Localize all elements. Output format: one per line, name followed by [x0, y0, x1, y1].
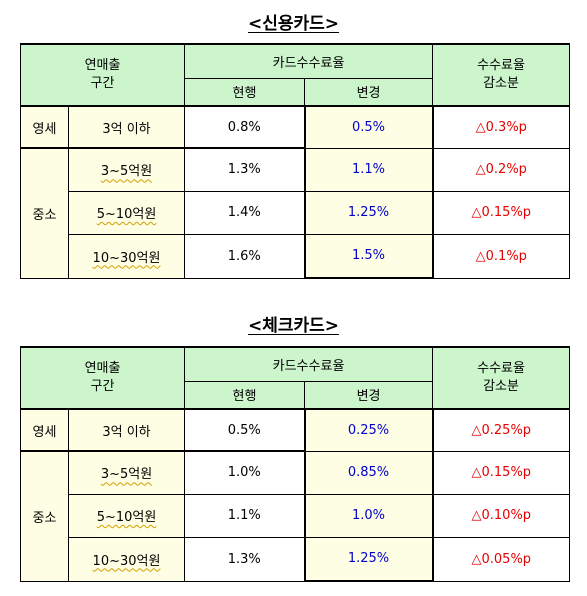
- changed-rate: 0.5%: [303, 105, 434, 149]
- business-group-label: 영세: [20, 408, 69, 452]
- current-rate: 1.1%: [184, 493, 306, 538]
- changed-rate: 1.25%: [303, 536, 434, 582]
- rate-reduction: △0.05%p: [432, 536, 571, 582]
- rate-reduction: △0.1%p: [432, 233, 571, 279]
- header-card-fee-rate: 카드수수료율: [184, 43, 434, 79]
- header-changed: 변경: [304, 77, 434, 107]
- header-current: 현행: [184, 380, 306, 410]
- changed-rate: 1.5%: [303, 233, 434, 279]
- changed-rate: 0.25%: [303, 408, 434, 452]
- header-card-fee-rate: 카드수수료율: [184, 346, 434, 382]
- header-fee-reduction: 수수료율 감소분: [432, 43, 571, 107]
- current-rate: 0.8%: [184, 105, 306, 149]
- current-rate: 1.0%: [184, 450, 306, 495]
- current-rate: 1.4%: [184, 190, 306, 235]
- business-group-label: 영세: [20, 105, 69, 149]
- changed-rate: 0.85%: [303, 450, 434, 495]
- header-revenue-range: 연매출 구간: [19, 346, 186, 410]
- rate-reduction: △0.2%p: [432, 147, 571, 192]
- revenue-range: 3억 이하: [67, 105, 186, 149]
- changed-rate: 1.1%: [303, 147, 434, 192]
- table-row: 중소 3~5억원 1.0% 0.85% △0.15%p: [20, 450, 571, 582]
- current-rate: 1.3%: [184, 147, 306, 192]
- check-card-title: <체크카드>: [247, 316, 340, 336]
- table-row: 영세 3억 이하 0.8% 0.5% △0.3%p: [20, 105, 571, 149]
- header-changed: 변경: [304, 380, 434, 410]
- table-row: 10~30억원 1.3% 1.25% △0.05%p: [21, 536, 571, 582]
- rate-reduction: △0.10%p: [432, 493, 571, 538]
- revenue-range: 10~30억원: [67, 233, 186, 279]
- table-row: 5~10억원 1.1% 1.0% △0.10%p: [21, 493, 571, 538]
- revenue-range: 5~10억원: [67, 493, 186, 538]
- header-fee-reduction: 수수료율 감소분: [432, 346, 571, 410]
- table-row: 10~30억원 1.6% 1.5% △0.1%p: [21, 233, 571, 279]
- revenue-range: 3~5억원: [67, 450, 186, 495]
- rate-reduction: △0.25%p: [432, 408, 571, 452]
- current-rate: 0.5%: [184, 408, 306, 452]
- credit-card-fee-table: 연매출 구간 카드수수료율 수수료율 감소분 현행 변경 영세 3억 이하 0.…: [19, 43, 571, 279]
- revenue-range: 10~30억원: [67, 536, 186, 582]
- changed-rate: 1.25%: [303, 190, 434, 235]
- table-row: 영세 3억 이하 0.5% 0.25% △0.25%p: [20, 408, 571, 452]
- business-group-label: 중소: [20, 147, 69, 279]
- rate-reduction: △0.15%p: [432, 190, 571, 235]
- header-revenue-range: 연매출 구간: [19, 43, 186, 107]
- table-row: 중소 3~5억원 1.3% 1.1% △0.2%p: [20, 147, 571, 279]
- credit-card-title: <신용카드>: [247, 14, 340, 34]
- business-group-label: 중소: [20, 450, 69, 582]
- revenue-range: 5~10억원: [67, 190, 186, 235]
- revenue-range: 3~5억원: [67, 147, 186, 192]
- changed-rate: 1.0%: [303, 493, 434, 538]
- table-row: 5~10억원 1.4% 1.25% △0.15%p: [21, 190, 571, 235]
- check-card-fee-table: 연매출 구간 카드수수료율 수수료율 감소분 현행 변경 영세 3억 이하 0.…: [19, 346, 571, 582]
- current-rate: 1.3%: [184, 536, 306, 582]
- revenue-range: 3억 이하: [67, 408, 186, 452]
- rate-reduction: △0.3%p: [432, 105, 571, 149]
- current-rate: 1.6%: [184, 233, 306, 279]
- rate-reduction: △0.15%p: [432, 450, 571, 495]
- header-current: 현행: [184, 77, 306, 107]
